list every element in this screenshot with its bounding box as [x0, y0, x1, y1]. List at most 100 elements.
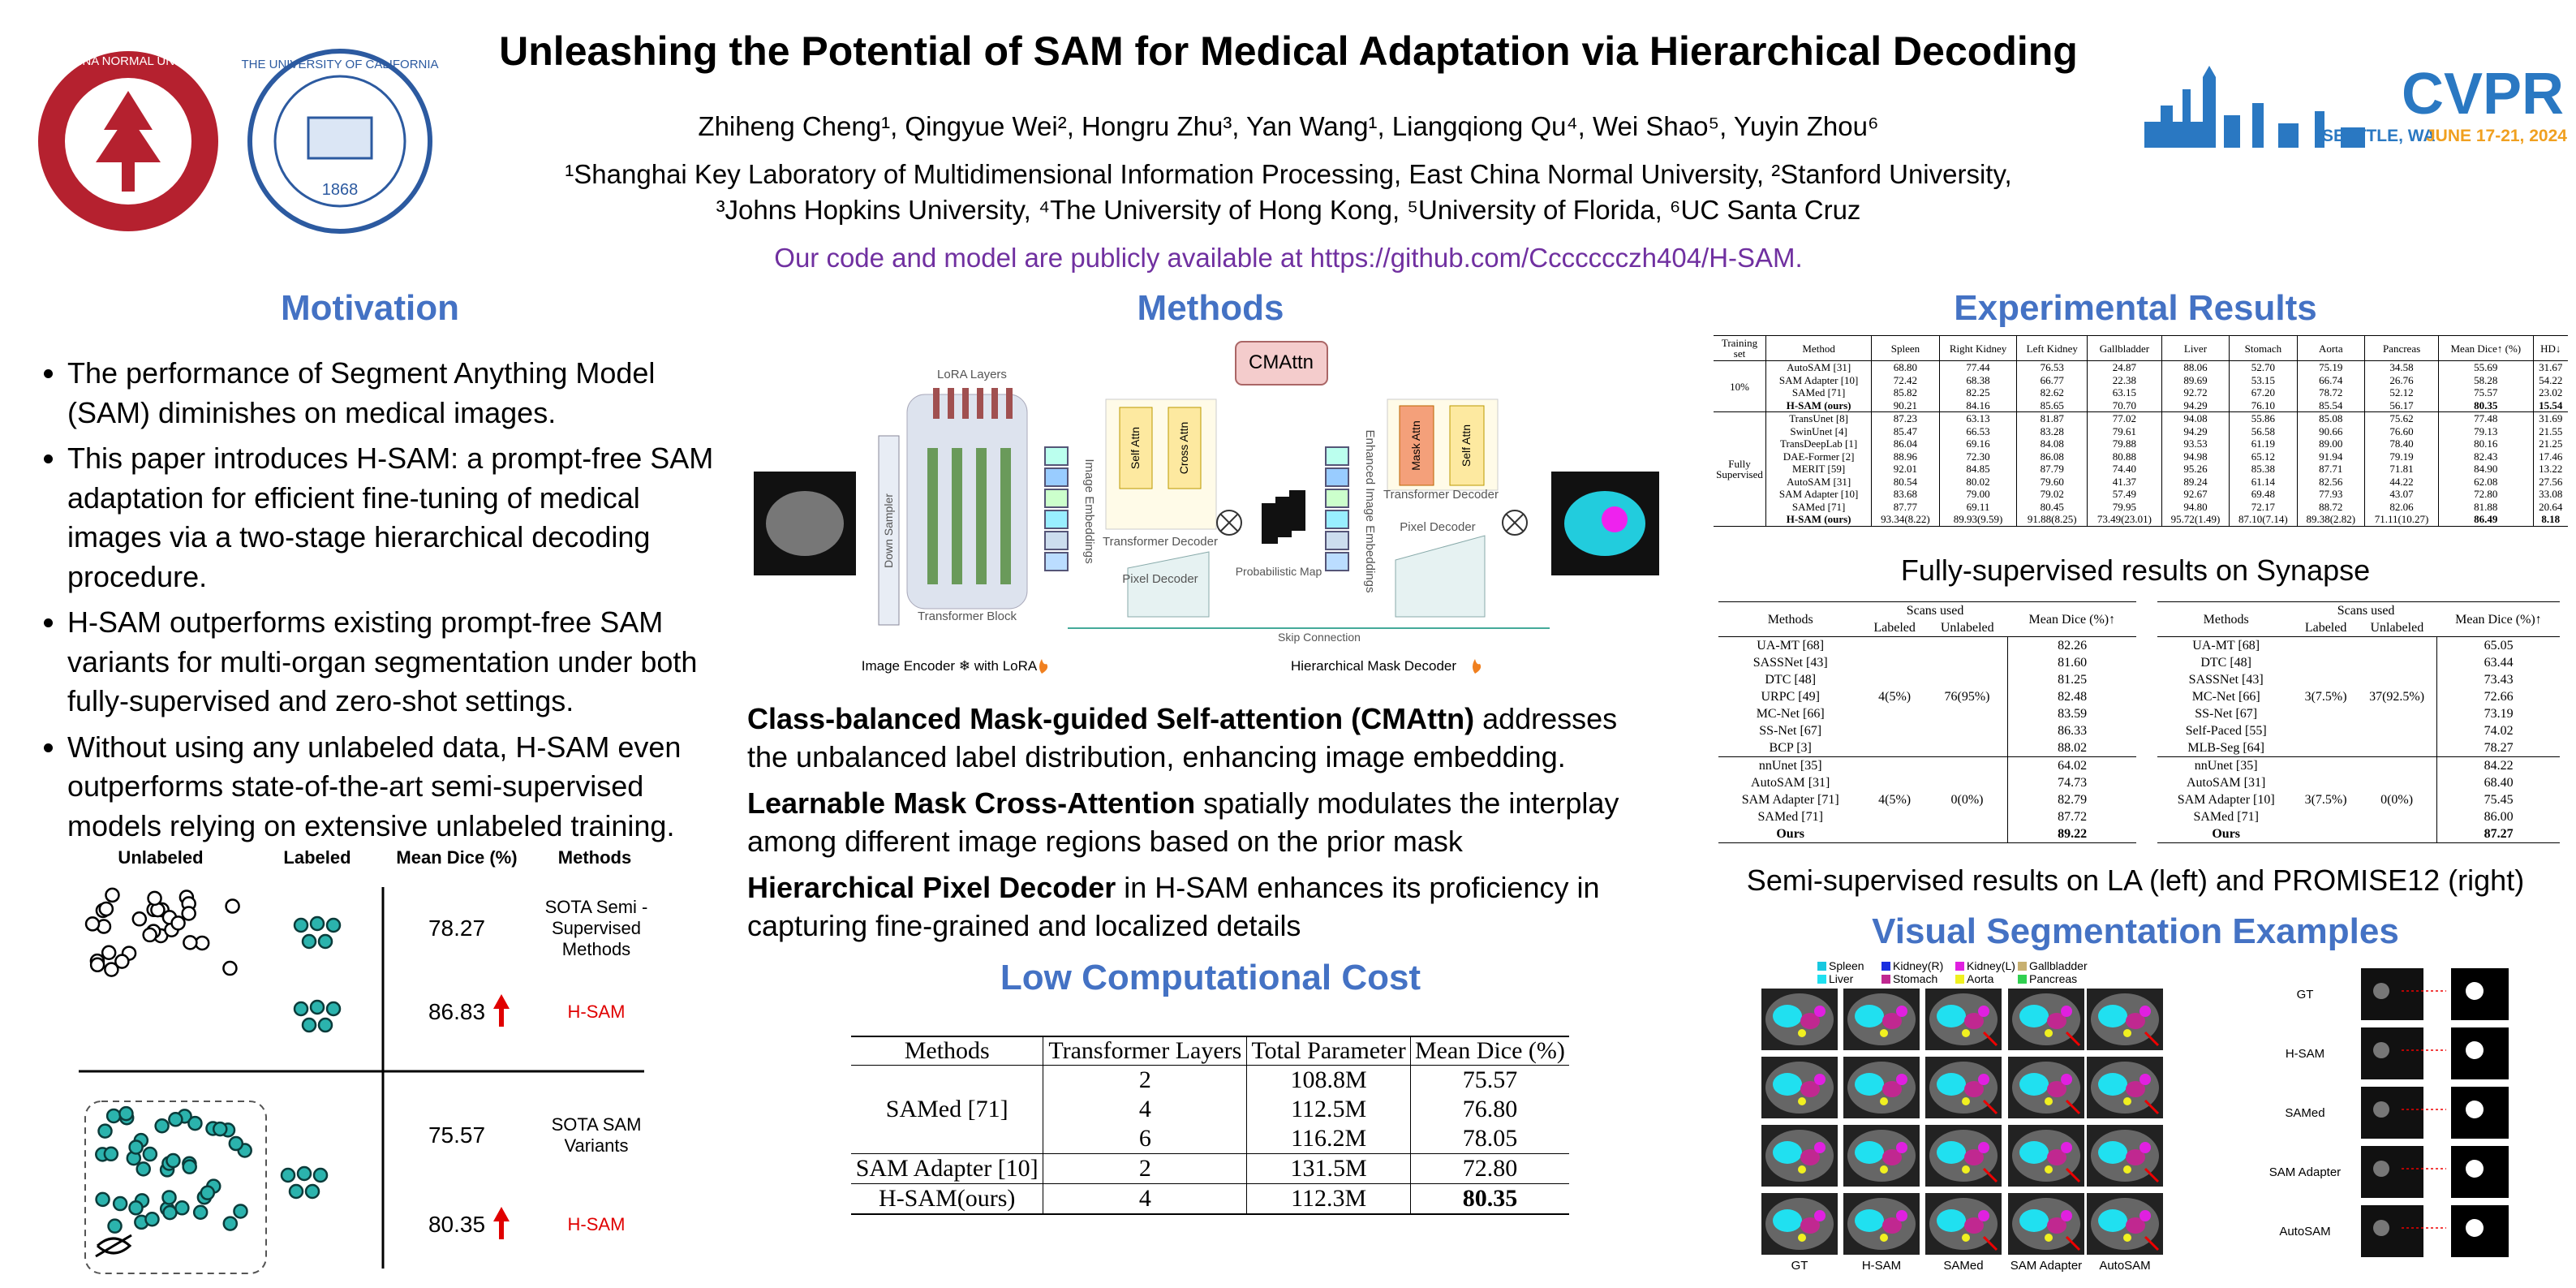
cell: 87.72	[2007, 808, 2136, 825]
cell: 80.35	[2438, 398, 2534, 412]
labeled-dot	[317, 933, 333, 950]
cell: 82.48	[2007, 688, 2136, 705]
multiply	[1506, 514, 1524, 532]
cell: 79.88	[2087, 437, 2162, 450]
labeled-dot	[168, 1112, 183, 1127]
cell: 82.62	[2016, 386, 2088, 399]
ucsc-year: 1868	[322, 181, 359, 199]
organ	[1773, 1005, 1802, 1027]
paragraph-lead: Class-balanced Mask-guided Self-attentio…	[747, 702, 1475, 735]
organ	[1896, 1142, 1907, 1153]
header-cell: Mean Dice (%)↑	[2455, 612, 2542, 627]
cell: 84.85	[1938, 463, 2017, 476]
organ	[1798, 1165, 1806, 1174]
cell: 81.60	[2007, 654, 2136, 671]
dots	[84, 887, 342, 1234]
cell: 66.74	[2296, 373, 2365, 386]
prostate	[2373, 983, 2389, 999]
cell: 84.16	[1938, 398, 2017, 412]
cell: 0(0%)	[1950, 793, 1984, 807]
layer	[976, 448, 987, 584]
cell: 15.54	[2532, 398, 2568, 412]
error-arrow	[2065, 1235, 2081, 1251]
cell: 112.5M	[1246, 1095, 1411, 1124]
organ	[1937, 1141, 1966, 1164]
cell: 74.02	[2436, 722, 2560, 739]
labeled-dot	[309, 915, 325, 932]
header-cell: Methods	[2203, 612, 2249, 627]
cell: 82.56	[2296, 475, 2365, 488]
header-cell: Labeled	[2304, 621, 2347, 635]
row: nnUnet [35] 3(7.5%) 0(0%) 84.22	[2157, 756, 2560, 807]
cell: 79.61	[2087, 424, 2162, 437]
row: MC-Net [66] 72.66	[2157, 688, 2560, 705]
organ	[2047, 1217, 2066, 1234]
cell: 85.08	[2296, 411, 2365, 425]
cell: 89.22	[2007, 825, 2136, 843]
code-link[interactable]: Our code and model are publicly availabl…	[774, 243, 1803, 273]
labeled-dot	[301, 933, 317, 950]
labeled-dot	[128, 1139, 144, 1155]
row: MERIT [59] 92.01 84.85 87.79 74.40 95.26 85.38…	[1714, 463, 2568, 476]
legend-label: Gallbladder	[2029, 959, 2088, 972]
cell: 13.22	[2532, 463, 2568, 476]
cell: 76.80	[1409, 1095, 1569, 1124]
embeddings	[1044, 446, 1069, 571]
header-row: Labeled Unlabeled	[2157, 619, 2560, 637]
labeled-dot	[325, 1001, 342, 1017]
header-cell: Methods	[1767, 612, 1813, 627]
row: SAM Adapter [10] 83.68 79.00 79.02 57.49 92.6…	[1714, 488, 2568, 501]
cell: 92.67	[2161, 488, 2230, 501]
row: URPC [49] 82.48	[1718, 688, 2136, 705]
ucsc-logo-text: THE UNIVERSITY OF CALIFORNIA	[241, 58, 438, 71]
row: 6 116.2M 78.05	[851, 1124, 1569, 1154]
figure-header: Methods	[557, 847, 632, 868]
bullet: Without using any unlabeled data, H-SAM …	[67, 728, 741, 846]
cell: 73.49(23.01)	[2087, 513, 2162, 526]
cell: 75.57	[2438, 386, 2534, 399]
cell: Ours	[2212, 827, 2241, 841]
prostate	[2373, 1101, 2389, 1118]
cell: 76.60	[2364, 424, 2439, 437]
header-row: Methods Scans used Mean Dice (%)↑	[1718, 602, 2136, 627]
organ	[1773, 1073, 1802, 1096]
fig-label: Transformer Decoder	[1383, 488, 1499, 502]
cell: SAMed [71]	[1757, 810, 1823, 824]
header-cell: Transformer Layers	[1043, 1036, 1247, 1066]
cvpr-place: SEATTLE, WA	[2322, 127, 2436, 145]
row: SAMed [71] 85.82 82.25 82.62 63.15 92.72 67.20…	[1714, 386, 2568, 399]
labeled-dot	[154, 1118, 170, 1134]
cell: 74.40	[2087, 463, 2162, 476]
organ	[1814, 1006, 1826, 1017]
column-label: AutoSAM	[2099, 1259, 2150, 1273]
cell: AutoSAM [31]	[1765, 360, 1872, 374]
cell: SAMed [71]	[885, 1096, 1008, 1122]
cell: 66.53	[1938, 424, 2017, 437]
fig-label: CMAttn	[1249, 351, 1314, 373]
cell: UA-MT [68]	[1757, 639, 1825, 653]
paragraph: Class-balanced Mask-guided Self-attentio…	[747, 700, 1656, 776]
cell: URPC [49]	[1761, 690, 1820, 704]
cell: 72.80	[1409, 1153, 1569, 1184]
cell: 43.07	[2364, 488, 2439, 501]
labeled-dot	[144, 1211, 160, 1227]
fig-label: Cross Attn	[1177, 422, 1190, 475]
fig-label: Pixel Decoder	[1122, 572, 1198, 586]
paragraph-lead: Learnable Mask Cross-Attention	[747, 786, 1196, 820]
method-text: Class-balanced Mask-guided Self-attentio…	[747, 700, 1656, 953]
labeled-dot	[103, 1146, 119, 1162]
cell: 79.19	[2364, 450, 2439, 463]
cell: nnUnet [35]	[1758, 759, 1822, 773]
cell: 80.16	[2438, 437, 2534, 450]
error-arrow	[2144, 1235, 2160, 1251]
organ	[2123, 1097, 2131, 1105]
prostate	[2373, 1042, 2389, 1058]
fig-label: Skip Connection	[1278, 631, 1361, 644]
cvpr-logo: CVPR	[2402, 62, 2564, 127]
cell: UA-MT [68]	[2192, 639, 2260, 653]
cell: MERIT [59]	[1765, 463, 1872, 476]
organ	[1978, 1210, 1989, 1221]
cell: 91.94	[2296, 450, 2365, 463]
cell: 94.98	[2161, 450, 2230, 463]
header-cell: Methods	[904, 1037, 990, 1064]
